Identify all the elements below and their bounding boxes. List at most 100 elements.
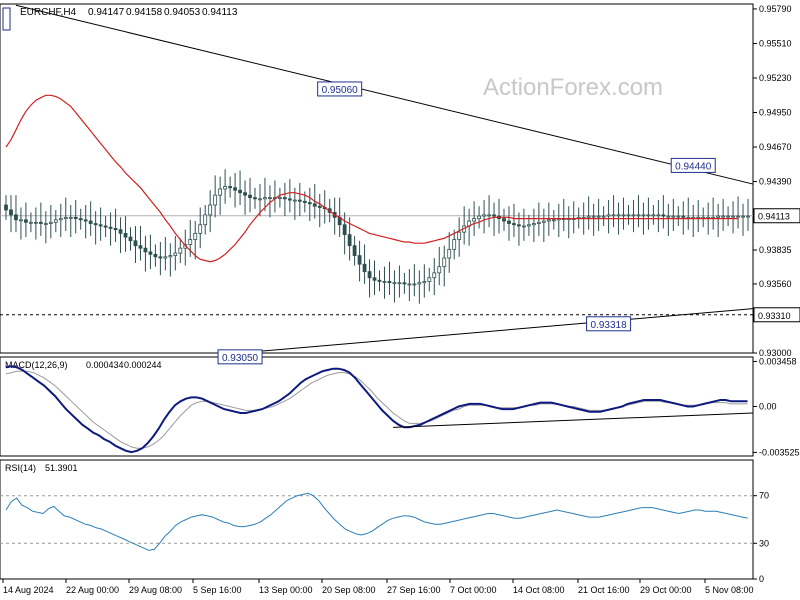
- macd-tick-label: 0.00: [759, 402, 777, 412]
- candle-body: [606, 214, 611, 217]
- candle-body: [248, 194, 252, 199]
- candle-body: [153, 253, 158, 258]
- price-tick-label: 0.95230: [759, 73, 792, 83]
- candle-body: [4, 204, 8, 211]
- candle-body: [392, 282, 397, 285]
- price-tick-label: 0.95510: [759, 38, 792, 48]
- candle-body: [372, 277, 377, 281]
- candle-body: [641, 214, 646, 217]
- current-price-box: [753, 208, 800, 224]
- candle-body: [143, 247, 148, 253]
- candle-body: [93, 223, 98, 226]
- candle-body: [522, 225, 526, 228]
- price-tick-label: 0.95790: [759, 4, 792, 14]
- support-level-box: [753, 307, 800, 323]
- candle-body: [636, 214, 641, 217]
- price-tick-label: 0.94390: [759, 177, 792, 187]
- candle-body: [133, 240, 138, 247]
- x-tick-label: 14 Aug 2024: [3, 585, 54, 595]
- candle-body: [596, 215, 601, 218]
- candle-body: [243, 192, 247, 196]
- candle-body: [138, 245, 143, 249]
- price-annotation-label: 0.93050: [222, 353, 259, 364]
- candle-body: [148, 251, 153, 255]
- candle-body: [746, 215, 750, 218]
- candle-body: [14, 214, 18, 221]
- candle-body: [28, 221, 33, 224]
- candle-body: [676, 215, 681, 218]
- candle-body: [586, 215, 591, 218]
- macd-tick-label: -0.003525: [759, 447, 800, 457]
- candle-body: [317, 205, 322, 208]
- candle-body: [407, 283, 412, 286]
- candle-body: [402, 282, 407, 285]
- candle-body: [19, 219, 23, 222]
- candle-body: [178, 247, 183, 254]
- candle-body: [213, 194, 218, 206]
- candle-body: [362, 263, 367, 273]
- ohlc-high: 0.94158: [126, 7, 163, 18]
- candle-body: [307, 202, 312, 205]
- candle-body: [492, 214, 496, 217]
- candle-body: [63, 216, 68, 219]
- macd-label: MACD(12,26,9): [5, 360, 68, 370]
- macd-signal-value: 0.000244: [124, 360, 162, 370]
- rsi-tick-label: 0: [759, 574, 764, 584]
- candle-body: [38, 221, 43, 224]
- price-annotation-box: [317, 81, 363, 97]
- price-tick-label: 0.94670: [759, 142, 792, 152]
- candle-body: [432, 272, 437, 279]
- candle-body: [646, 214, 651, 217]
- macd-signal-line: [5, 370, 748, 449]
- candle-body: [158, 256, 163, 259]
- ohlc-low: 0.94053: [164, 7, 201, 18]
- candle-body: [128, 236, 133, 242]
- candle-body: [397, 282, 402, 285]
- candle-body: [551, 219, 556, 222]
- candle-body: [292, 199, 297, 202]
- x-tick-label: 20 Sep 08:00: [322, 585, 376, 595]
- macd-value: 0.000434: [86, 360, 124, 370]
- candle-body: [427, 277, 432, 282]
- candle-body: [601, 215, 606, 218]
- rsi-line: [5, 492, 748, 551]
- candle-body: [442, 257, 447, 268]
- candle-body: [412, 283, 417, 286]
- x-tick-label: 29 Oct 00:00: [640, 585, 692, 595]
- rsi-value: 51.3901: [45, 463, 78, 473]
- x-tick-label: 13 Sep 00:00: [259, 585, 313, 595]
- rsi-panel-frame: [0, 459, 754, 580]
- candle-body: [621, 214, 626, 217]
- candle-body: [282, 197, 287, 200]
- symbol-label: EURCHF,H4: [20, 7, 77, 18]
- candle-body: [258, 198, 262, 201]
- x-tick-label: 14 Oct 08:00: [513, 585, 565, 595]
- x-tick-label: 5 Nov 08:00: [705, 585, 754, 595]
- price-annotation-label: 0.94440: [675, 161, 712, 172]
- candle-body: [297, 199, 302, 202]
- candle-body: [357, 255, 362, 265]
- rsi-tick-label: 30: [759, 538, 769, 548]
- candle-body: [223, 186, 228, 190]
- resistance-trendline: [15, 4, 754, 185]
- price-annotation-label: 0.95060: [322, 85, 359, 96]
- price-annotation-box: [586, 316, 632, 332]
- x-tick-label: 27 Sep 16:00: [387, 585, 441, 595]
- candle-body: [741, 215, 745, 218]
- candle-body: [287, 198, 292, 201]
- candle-body: [591, 215, 596, 218]
- candle-body: [631, 214, 636, 217]
- candle-body: [472, 218, 477, 222]
- price-tick-label: 0.94950: [759, 108, 792, 118]
- candle-body: [716, 215, 721, 218]
- current-price-label: 0.94113: [758, 212, 790, 222]
- candle-body: [118, 229, 123, 234]
- candle-body: [656, 214, 661, 217]
- candle-body: [382, 281, 387, 283]
- macd-tick-label: 0.003458: [759, 356, 797, 366]
- candle-body: [517, 224, 521, 227]
- candle-body: [218, 188, 223, 196]
- candle-body: [43, 223, 48, 225]
- support-trendline: [240, 308, 754, 354]
- watermark: ActionForex.com: [483, 74, 663, 101]
